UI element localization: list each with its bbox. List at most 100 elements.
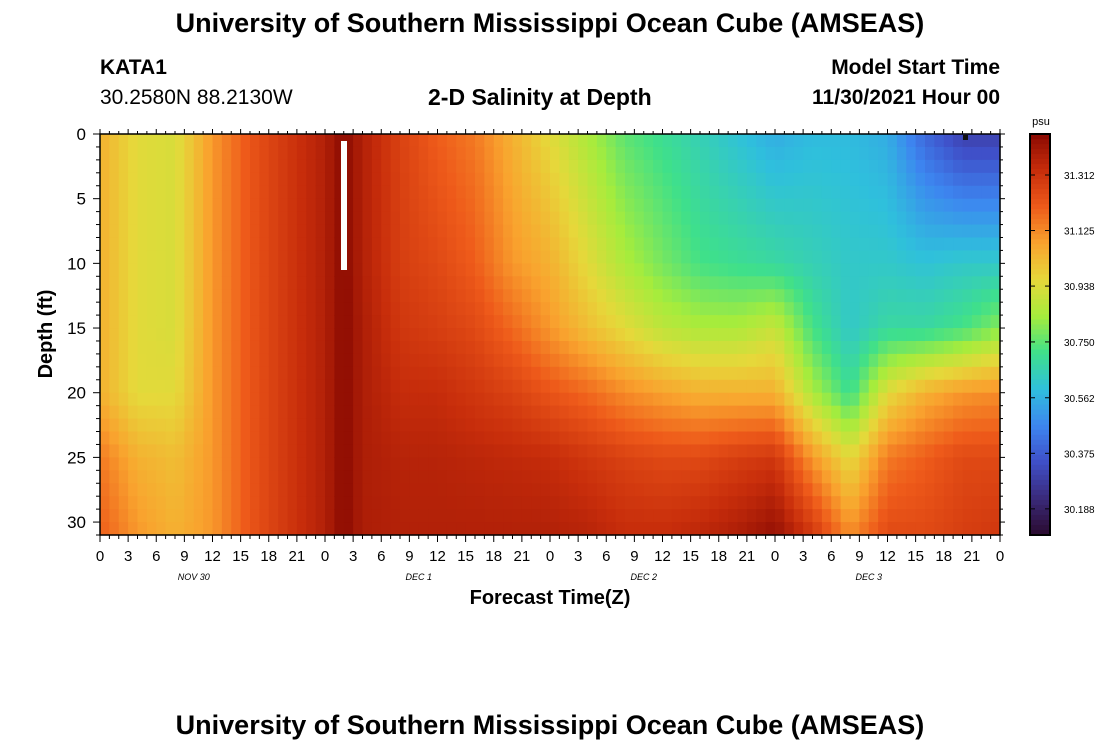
heatmap-cell <box>531 496 542 510</box>
heatmap-cell <box>156 276 167 290</box>
heatmap-cell <box>456 392 467 407</box>
heatmap-cell <box>221 198 232 213</box>
colorbar-swatch <box>1030 319 1050 326</box>
heatmap-cell <box>165 366 176 381</box>
heatmap-cell <box>493 483 504 497</box>
heatmap-cell <box>428 198 439 213</box>
heatmap-cell <box>765 353 776 368</box>
heatmap-cell <box>531 250 542 264</box>
colorbar-swatch <box>1030 219 1050 225</box>
heatmap-cell <box>953 146 964 161</box>
heatmap-cell <box>146 379 157 394</box>
heatmap-cell <box>165 198 176 213</box>
heatmap-cell <box>653 146 664 161</box>
heatmap-cell <box>109 444 120 458</box>
heatmap-cell <box>765 263 776 277</box>
heatmap-cell <box>175 509 185 523</box>
heatmap-cell <box>193 444 204 458</box>
heatmap-cell <box>137 405 148 420</box>
heatmap-cell <box>606 340 617 355</box>
heatmap-cell <box>690 509 701 523</box>
heatmap-cell <box>146 211 157 226</box>
heatmap-cell <box>512 418 523 433</box>
heatmap-cell <box>400 496 410 510</box>
heatmap-cell <box>259 328 270 342</box>
heatmap-cell <box>306 263 317 277</box>
heatmap-cell <box>371 134 382 148</box>
heatmap-cell <box>221 483 232 497</box>
heatmap-cell <box>221 379 232 394</box>
heatmap-cell <box>550 431 560 446</box>
heatmap-cell <box>887 496 898 510</box>
heatmap-cell <box>353 405 364 420</box>
heatmap-cell <box>240 185 251 200</box>
heatmap-cell <box>531 379 542 394</box>
heatmap-cell <box>250 134 260 148</box>
heatmap-cell <box>578 483 589 497</box>
heatmap-cell <box>465 353 476 368</box>
heatmap-cell <box>662 146 673 161</box>
heatmap-cell <box>550 522 560 536</box>
heatmap-cell <box>353 496 364 510</box>
heatmap-cell <box>362 353 373 368</box>
heatmap-cell <box>850 159 860 174</box>
heatmap-cell <box>100 328 110 342</box>
heatmap-cell <box>550 509 560 523</box>
heatmap-cell <box>306 431 317 446</box>
heatmap-cell <box>812 263 823 277</box>
heatmap-cell <box>887 172 898 187</box>
heatmap-cell <box>381 250 392 264</box>
heatmap-cell <box>296 263 307 277</box>
heatmap-cell <box>587 509 598 523</box>
heatmap-cell <box>643 211 654 226</box>
heatmap-cell <box>118 315 129 329</box>
heatmap-cell <box>156 392 167 407</box>
heatmap-cell <box>690 483 701 497</box>
heatmap-cell <box>475 276 485 290</box>
heatmap-cell <box>381 379 392 394</box>
heatmap-cell <box>409 431 420 446</box>
heatmap-cell <box>493 457 504 471</box>
heatmap-cell <box>793 185 804 200</box>
heatmap-cell <box>578 263 589 277</box>
heatmap-cell <box>390 483 401 497</box>
heatmap-cell <box>821 289 832 303</box>
heatmap-cell <box>475 172 485 187</box>
heatmap-cell <box>503 509 514 523</box>
heatmap-cell <box>268 522 279 536</box>
heatmap-cell <box>784 263 795 277</box>
heatmap-cell <box>512 483 523 497</box>
heatmap-cell <box>250 276 260 290</box>
heatmap-cell <box>812 224 823 239</box>
heatmap-cell <box>775 509 785 523</box>
heatmap-cell <box>296 237 307 252</box>
heatmap-cell <box>634 392 645 407</box>
heatmap-cell <box>934 483 945 497</box>
heatmap-cell <box>690 457 701 471</box>
heatmap-cell <box>296 198 307 213</box>
heatmap-cell <box>493 340 504 355</box>
heatmap-cell <box>156 302 167 316</box>
heatmap-cell <box>981 289 992 303</box>
colorbar-swatch <box>1030 424 1050 431</box>
heatmap-cell <box>493 172 504 187</box>
heatmap-cell <box>784 444 795 458</box>
y-tick-label: 10 <box>67 254 86 273</box>
heatmap-cell <box>896 250 907 264</box>
heatmap-cell <box>231 224 242 239</box>
heatmap-cell <box>578 250 589 264</box>
heatmap-cell <box>465 366 476 381</box>
heatmap-cell <box>118 211 129 226</box>
heatmap-cell <box>250 470 260 484</box>
heatmap-cell <box>371 470 382 484</box>
heatmap-cell <box>821 470 832 484</box>
heatmap-cell <box>343 509 354 523</box>
heatmap-cell <box>850 366 860 381</box>
heatmap-cell <box>259 185 270 200</box>
heatmap-cell <box>165 340 176 355</box>
heatmap-cell <box>296 185 307 200</box>
heatmap-cell <box>671 211 682 226</box>
heatmap-cell <box>428 366 439 381</box>
heatmap-cell <box>137 328 148 342</box>
heatmap-cell <box>615 483 626 497</box>
